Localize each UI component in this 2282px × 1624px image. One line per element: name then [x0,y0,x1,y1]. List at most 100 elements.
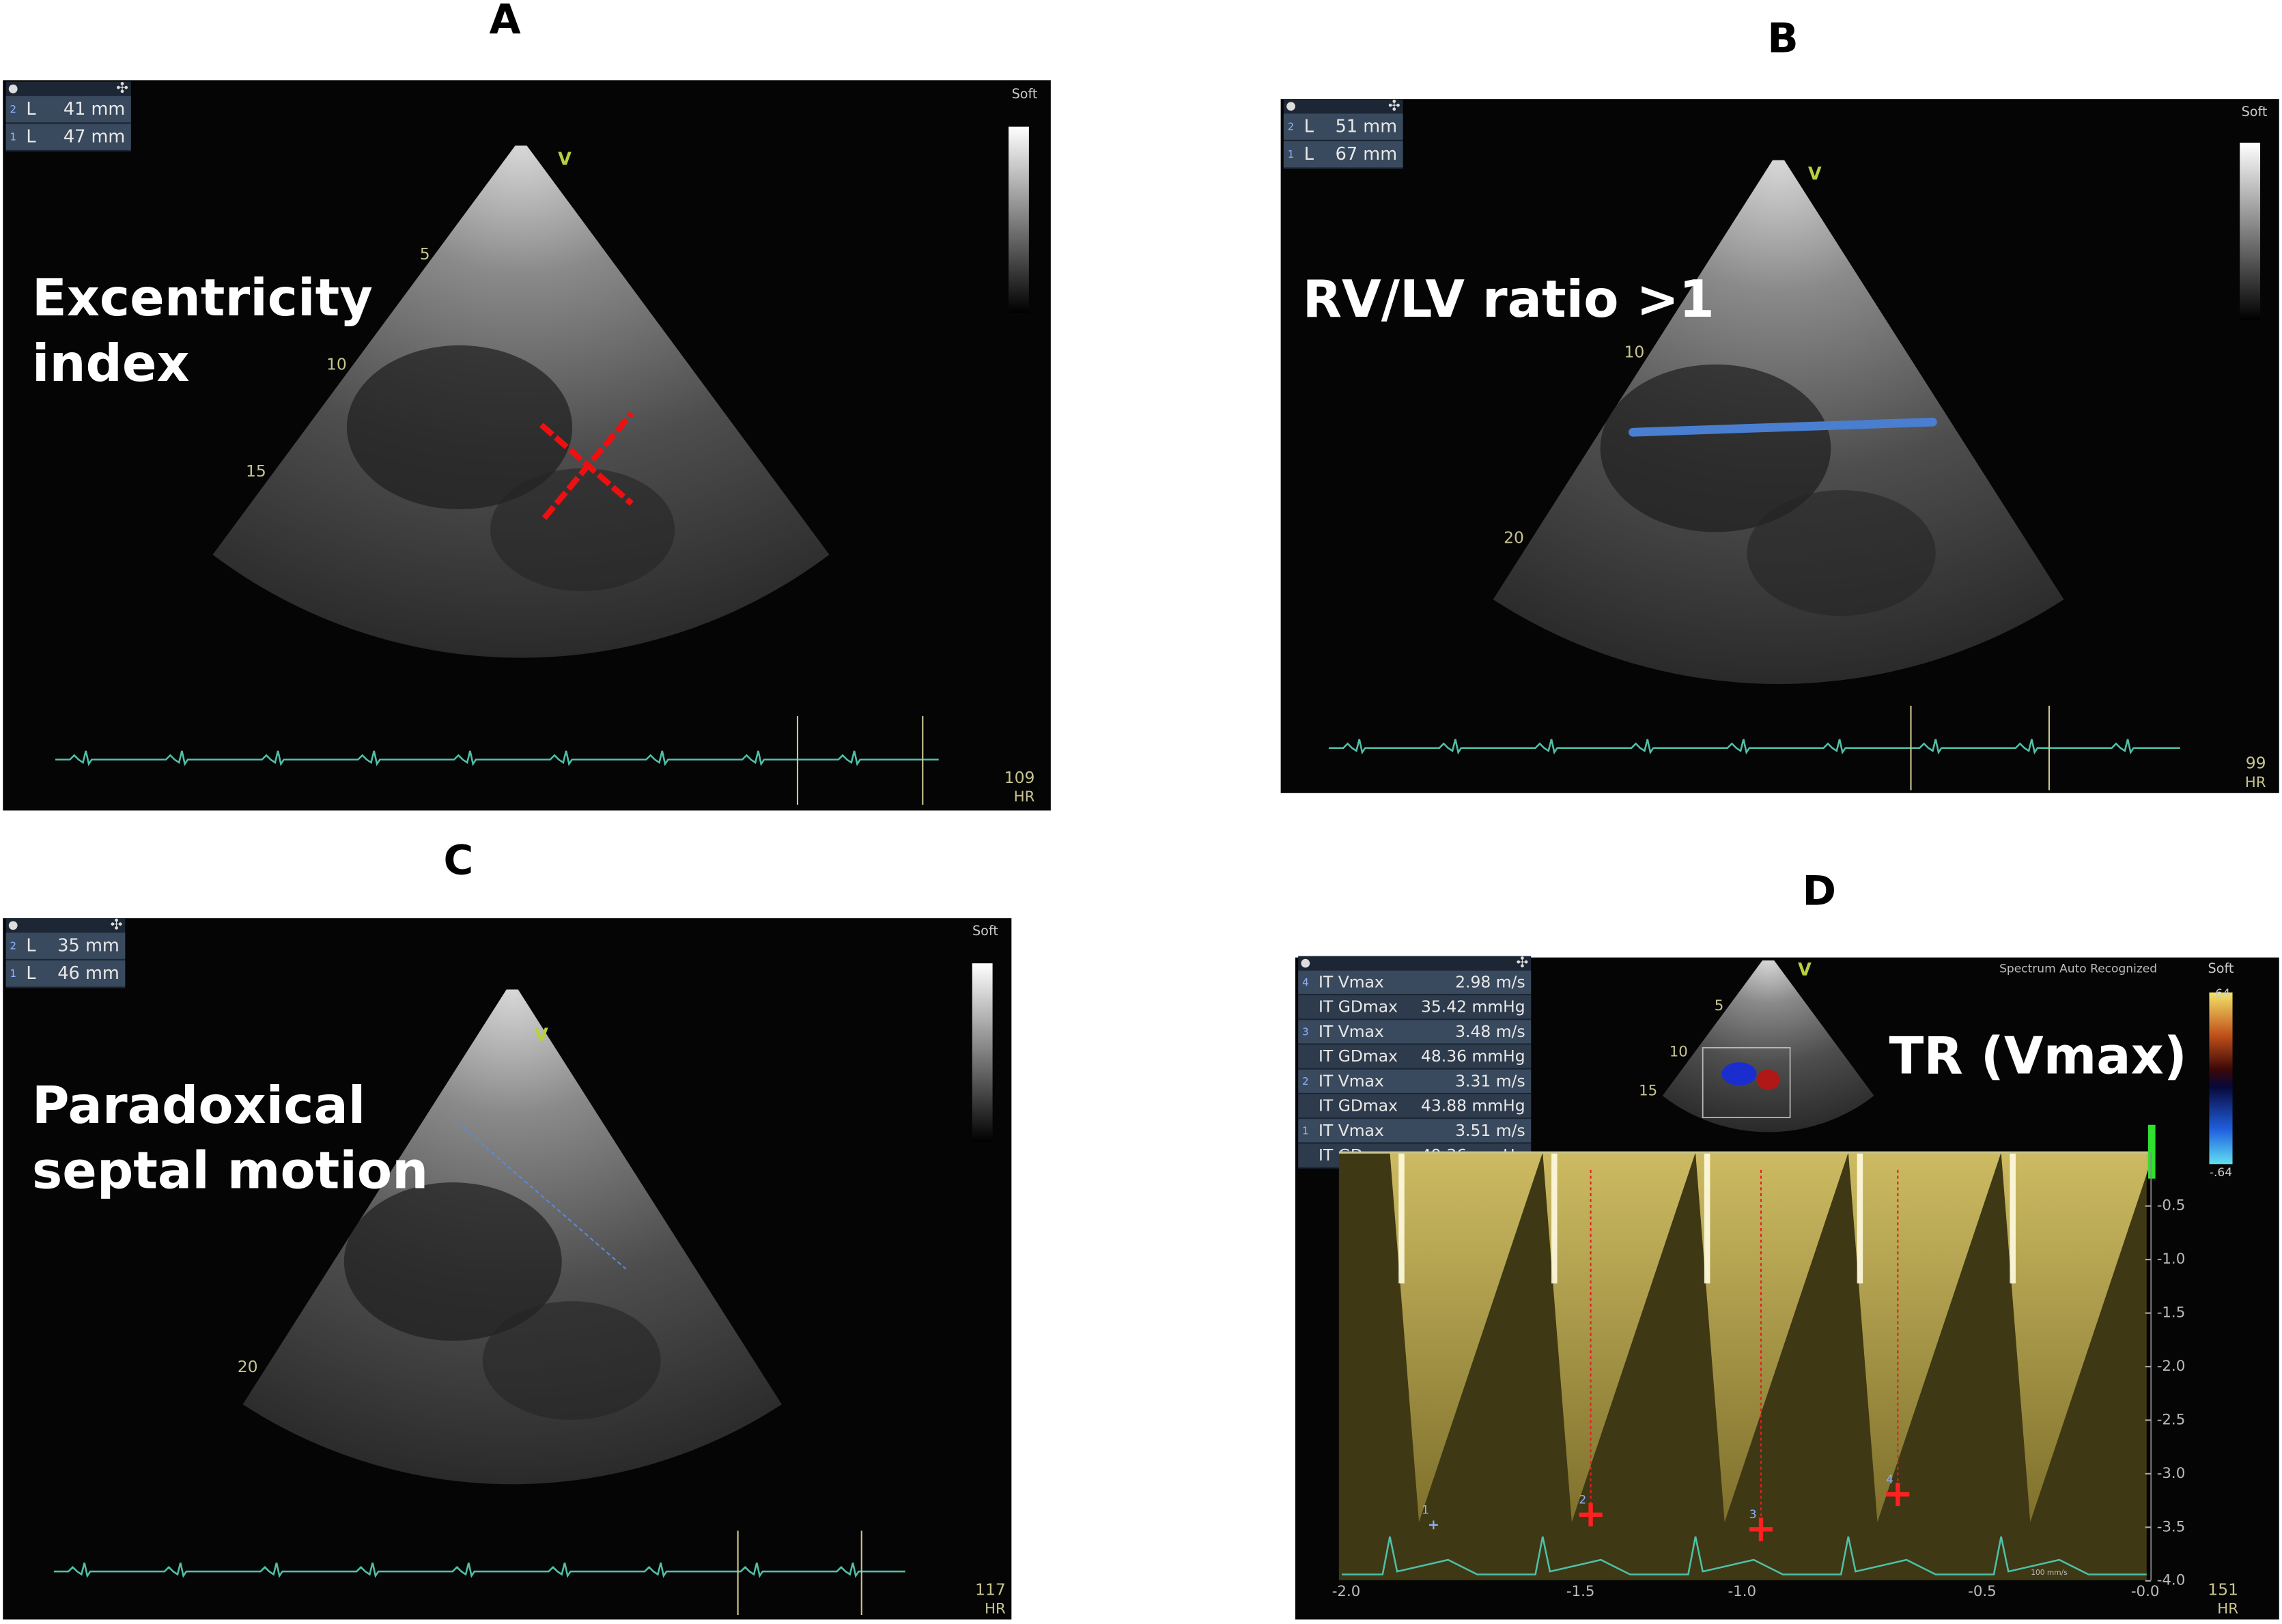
measurement-name: IT Vmax [1319,1022,1384,1041]
measurement-row [5,124,131,150]
cardiac-chamber [482,1301,661,1420]
measurement-name: L [26,127,36,147]
velocity-tick-label: -3.0 [2157,1465,2186,1482]
measurement-index: 3 [1302,1025,1308,1038]
cardiac-chamber [1747,490,1936,616]
measurement-index: 2 [1302,1075,1308,1087]
move-icon: ✣ [1516,954,1528,971]
measurement-index: 2 [10,940,16,952]
panel-label: D [1802,868,1836,915]
measurement-value: 3.31 m/s [1455,1071,1525,1090]
time-tick-label: -0.0 [2131,1583,2160,1600]
spectral-envelope [1695,1152,1848,1522]
depth-mark: 15 [246,461,266,481]
measurement-value: 2.98 m/s [1455,972,1525,991]
velocity-tick-label: -2.0 [2157,1358,2186,1375]
measurement-name: IT GDmax [1319,1096,1398,1115]
annotation: septal motion [32,1141,428,1201]
annotation: RV/LV ratio >1 [1303,270,1715,329]
heart-rate-unit: HR [1014,788,1035,806]
caliper-line [541,411,634,520]
time-tick-label: -2.0 [1332,1583,1361,1600]
color-box [1702,1046,1791,1118]
heart-rate-unit: HR [985,1600,1006,1617]
measurement-name: L [26,963,36,984]
measurement-row [1298,1119,1532,1143]
measurement-index: 4 [1302,976,1308,988]
caliper-label: 2 [1579,1494,1586,1507]
preset-label: Soft [2242,104,2268,119]
annotation: Excentricity [32,268,373,328]
heart-rate: 99 [2246,754,2266,773]
measurement-value: 3.48 m/s [1455,1022,1525,1041]
velocity-tick-label: -1.5 [2157,1305,2186,1322]
caliper-line [457,1122,627,1270]
panel-label: B [1767,15,1798,62]
velocity-tick-label: -1.0 [2157,1251,2186,1268]
color-scale-bar [2209,992,2233,1165]
move-icon: ✣ [111,917,123,934]
ecg-trace [1328,739,2180,755]
cardiac-chamber [490,468,675,592]
cardiac-chamber [343,1182,562,1341]
green-marker [2147,1124,2156,1179]
measurement-name: IT Vmax [1319,1071,1384,1090]
time-tick-label: -1.0 [1728,1583,1756,1600]
measurement-index: 2 [10,103,16,115]
spectral-envelope [1848,1152,2001,1522]
measurement-index: 1 [10,131,16,143]
depth-mark: 15 [1639,1082,1657,1099]
caliper-cross [1749,1518,1773,1541]
measurement-value: 35.42 mmHg [1421,997,1525,1016]
panel-label: A [490,0,521,44]
menu-icon [8,84,18,94]
measurement-row [1283,141,1403,168]
gray-scale-bar [972,963,993,1143]
measurement-row [5,96,131,123]
annotation: TR (Vmax) [1889,1026,2187,1085]
caliper-label: 4 [1886,1473,1893,1487]
velocity-tick-label: -3.5 [2157,1518,2186,1535]
caliper-cross [1886,1483,1910,1507]
spectral-envelope [2001,1152,2154,1522]
velocity-tick-label: -4.0 [2157,1572,2186,1589]
measurement-name: IT GDmax [1319,997,1398,1016]
depth-mark: 20 [1504,528,1524,547]
measurement-name: L [26,936,36,956]
color-flow [1756,1069,1780,1090]
depth-mark: 10 [1670,1043,1688,1060]
gray-scale-bar [1009,126,1029,313]
measurement-value: 43.88 mmHg [1421,1096,1525,1115]
spectral-envelope [1543,1152,1696,1522]
color-scale-label: .64 [2212,987,2230,1001]
color-doppler-sector [1662,960,1874,1132]
color-scale-label: -.64 [2210,1166,2232,1180]
measurement-index: 1 [1302,1124,1308,1137]
measurement-row [1298,995,1532,1019]
move-icon: ✣ [1388,98,1400,115]
depth-mark: 10 [1624,343,1645,362]
menu-icon [1301,958,1310,968]
measurement-value: 47 mm [64,127,125,147]
annotation: index [32,334,190,393]
measurement-name: IT Vmax [1319,1121,1384,1140]
measurement-value: 48.36 mmHg [1421,1046,1525,1066]
heart-rate-unit: HR [2245,774,2266,791]
sweep-speed: 100 mm/s [2031,1568,2068,1577]
heart-rate: 117 [975,1580,1006,1599]
measurement-row [1298,970,1532,994]
annotation: Paradoxical [32,1076,365,1135]
preset-label: Soft [972,923,998,939]
depth-mark: 5 [1715,997,1724,1014]
view-marker: V [1808,164,1822,184]
color-flow [1721,1062,1757,1086]
measurement-row [5,932,126,959]
caliper-label: 3 [1749,1508,1757,1522]
panel-label: C [443,838,473,885]
measurement-value: 67 mm [1336,144,1397,165]
gray-scale-bar [2240,143,2261,321]
depth-mark: 5 [420,244,430,263]
measurement-name: L [1304,117,1314,137]
